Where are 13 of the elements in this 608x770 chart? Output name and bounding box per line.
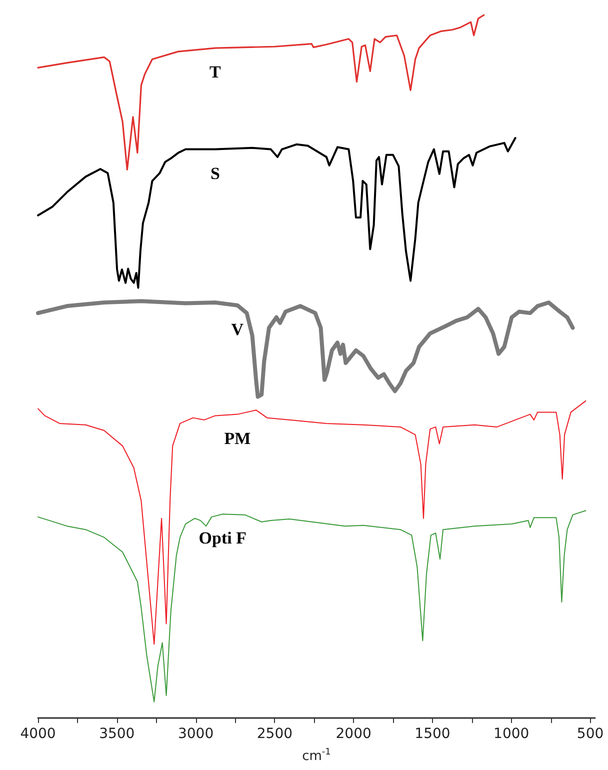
x-tick-label: 500 (576, 726, 604, 742)
series-label: Opti F (198, 528, 246, 548)
series-label: V (231, 320, 244, 339)
series-label: PM (224, 428, 251, 448)
x-tick-label: 2000 (336, 726, 372, 742)
x-tick-label: 3000 (178, 726, 214, 742)
x-tick-label: 1000 (494, 726, 530, 742)
x-tick-label: 1500 (414, 726, 450, 742)
x-tick-label: 4000 (20, 726, 56, 742)
series-label: S (210, 164, 220, 183)
x-tick-label: 2500 (256, 726, 293, 742)
x-tick-label: 3500 (99, 726, 135, 742)
series-label: T (210, 62, 222, 82)
